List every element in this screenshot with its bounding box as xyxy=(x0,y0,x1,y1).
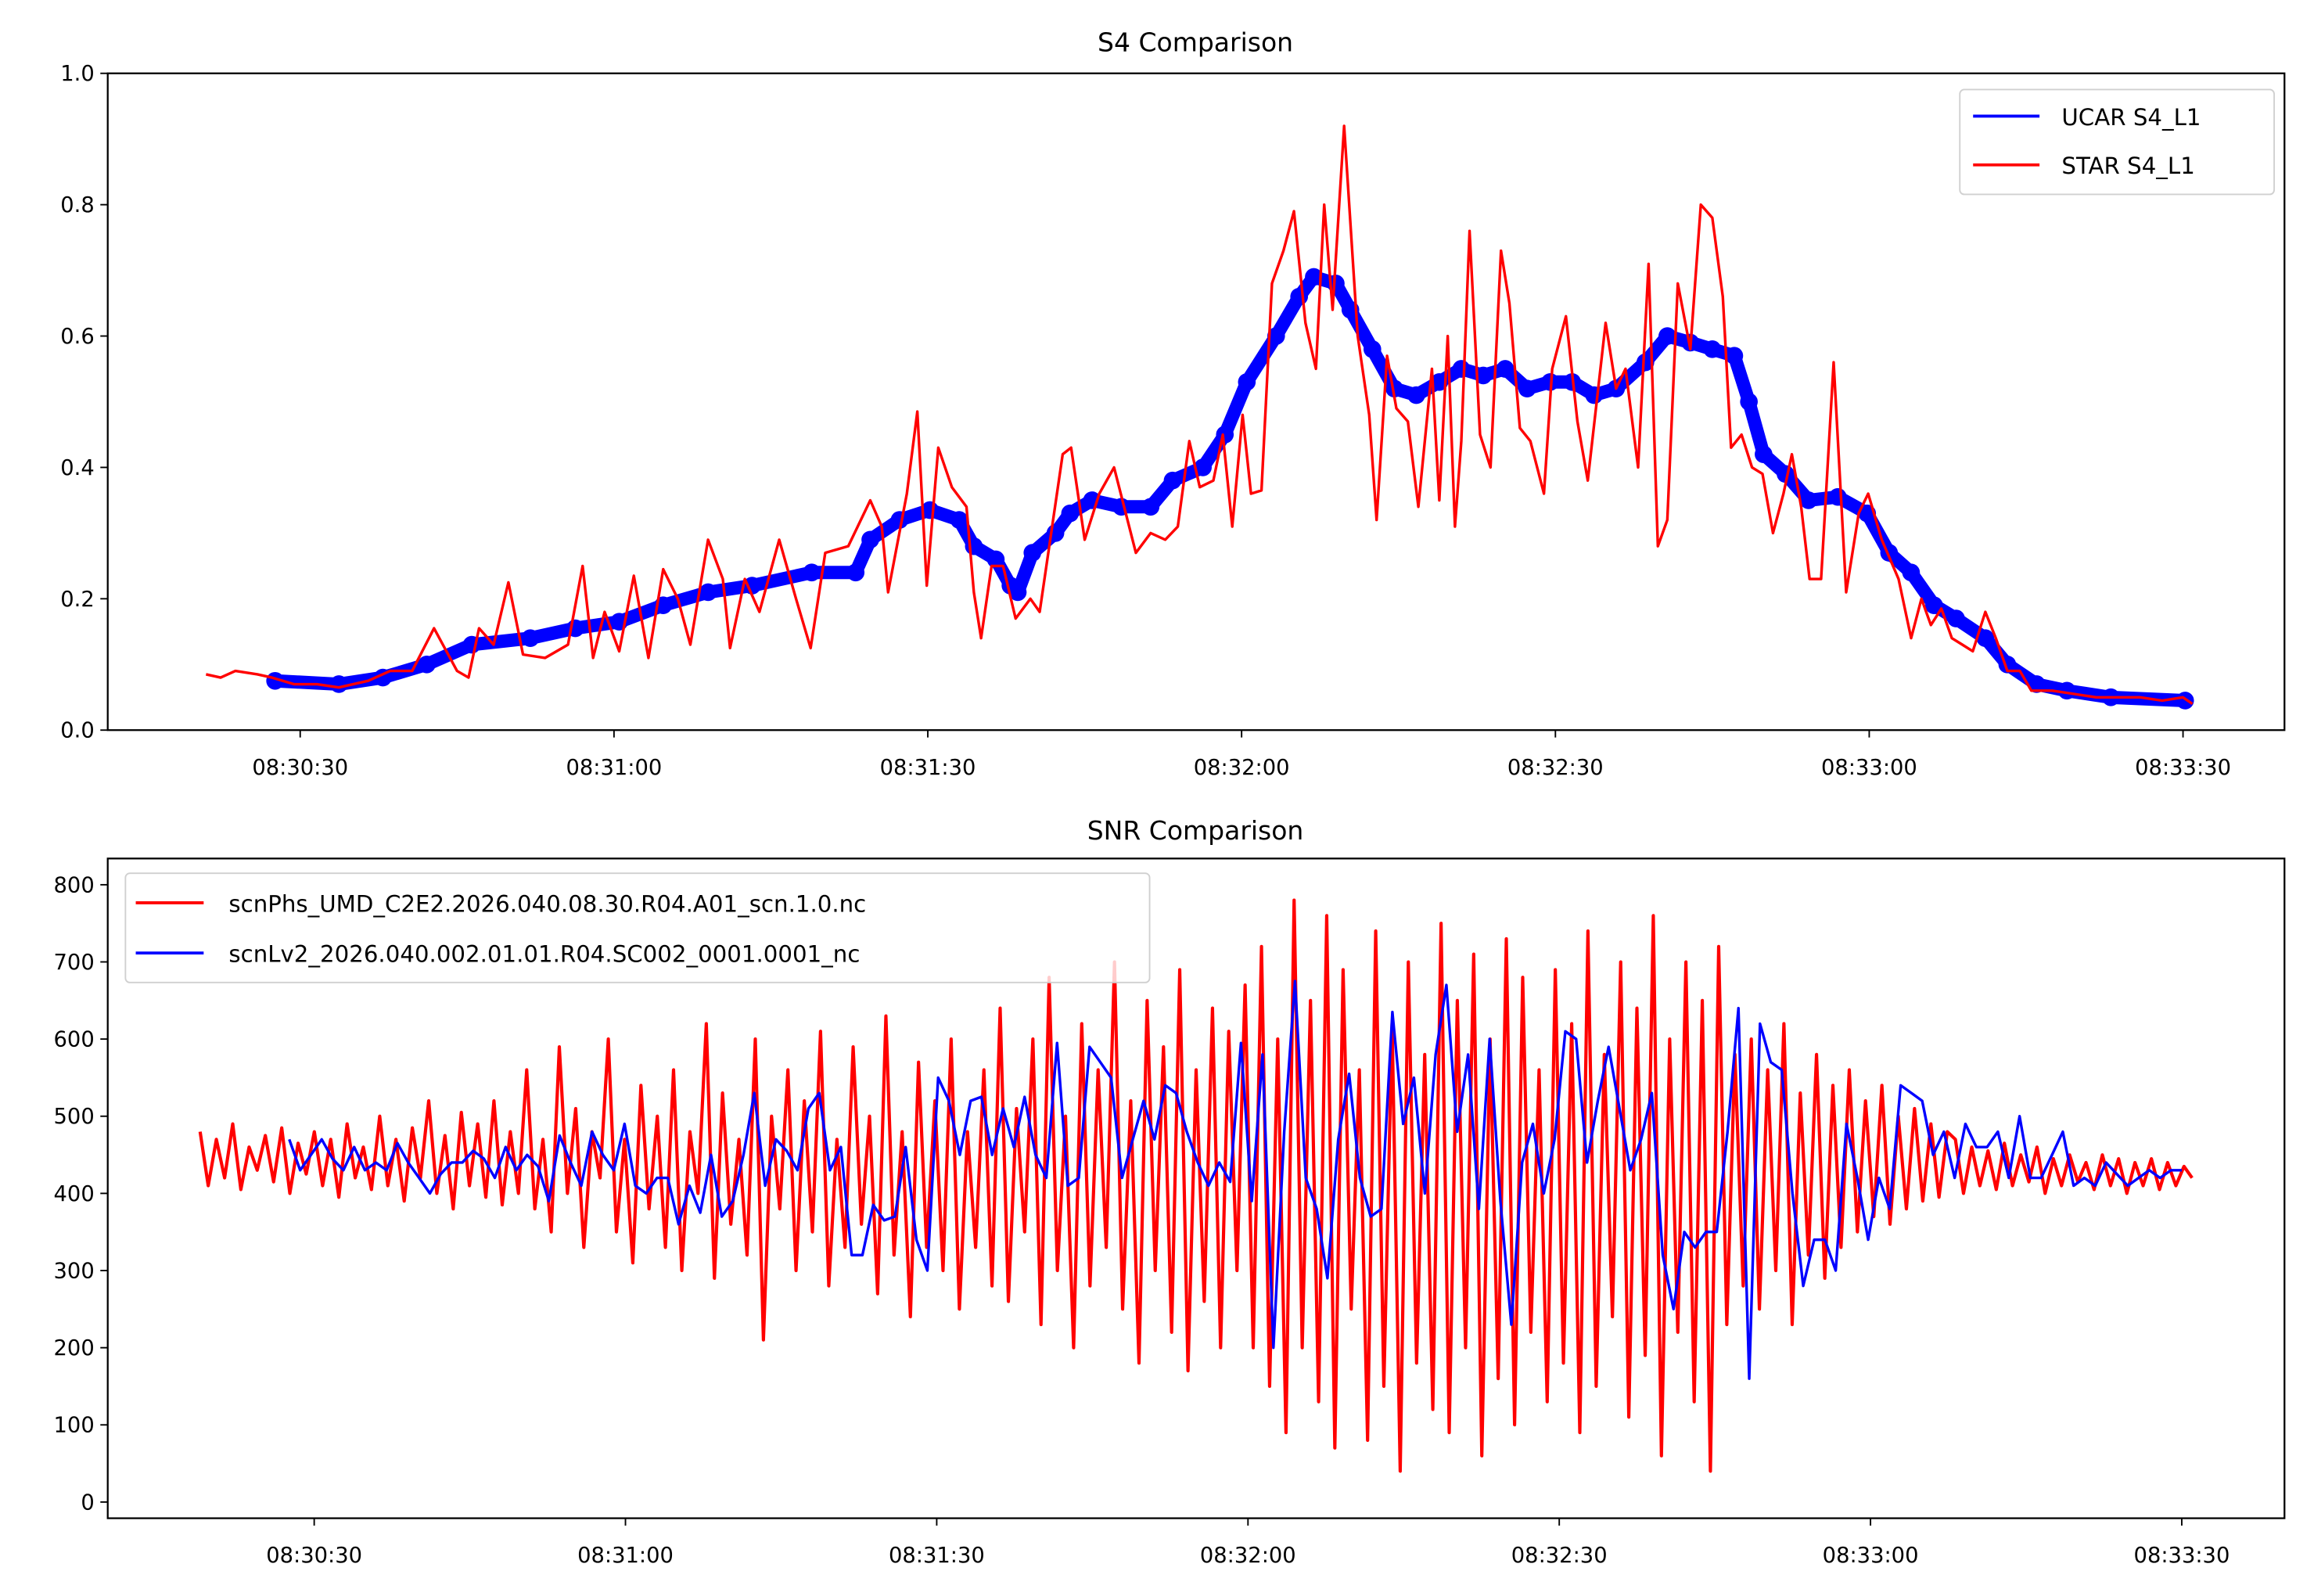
x-tick-label: 08:33:30 xyxy=(2134,1544,2230,1568)
data-point xyxy=(1725,347,1744,365)
data-point xyxy=(1267,327,1285,345)
data-point xyxy=(1740,393,1758,411)
data-point xyxy=(1430,372,1449,391)
data-point xyxy=(1976,629,1995,648)
series-star-s4-l1 xyxy=(205,124,2194,706)
data-point xyxy=(1925,596,1943,615)
data-point xyxy=(1305,268,1323,286)
data-point xyxy=(803,563,821,582)
data-point xyxy=(521,629,540,648)
x-tick-label: 08:33:00 xyxy=(1821,756,1917,780)
legend: UCAR S4_L1 STAR S4_L1 xyxy=(1959,88,2276,196)
series-line xyxy=(205,124,2194,706)
data-point xyxy=(950,511,968,529)
data-point xyxy=(699,583,717,602)
data-point xyxy=(846,563,865,582)
legend-label-ucar: UCAR S4_L1 xyxy=(2061,104,2201,131)
series-line xyxy=(288,980,2182,1380)
data-point xyxy=(1799,491,1818,509)
data-point xyxy=(1163,471,1182,490)
legend-label-scnphs: scnPhs_UMD_C2E2.2026.040.08.30.R04.A01_s… xyxy=(228,890,866,917)
data-point xyxy=(1496,360,1515,378)
y-tick-label: 100 xyxy=(54,1414,95,1438)
x-tick-label: 08:31:00 xyxy=(577,1544,674,1568)
data-point xyxy=(743,577,761,595)
x-tick-label: 08:32:30 xyxy=(1507,756,1604,780)
y-tick-label: 500 xyxy=(54,1105,95,1129)
data-point xyxy=(1452,360,1471,378)
snr-comparison-chart: SNR Comparison 0 100 200 300 400 500 600 700 800… xyxy=(54,815,2286,1568)
y-tick-label: 300 xyxy=(54,1259,95,1283)
data-point xyxy=(861,530,879,549)
y-tick-label: 0.2 xyxy=(60,588,95,612)
data-point xyxy=(1238,372,1256,391)
series-scnlv2-2026-040-002-01-01-r04-sc002-0001-0001-nc xyxy=(288,980,2182,1380)
x-tick-label: 08:30:30 xyxy=(266,1544,362,1568)
series-ucar-s4-l1 xyxy=(266,268,2194,710)
legend-label-star: STAR S4_L1 xyxy=(2061,153,2194,179)
s4-comparison-chart: S4 Comparison 0.0 0.2 0.4 0.6 0.8 1.0 08:30:30… xyxy=(60,27,2286,780)
data-point xyxy=(986,550,1005,569)
x-tick-label: 08:32:30 xyxy=(1511,1544,1608,1568)
data-point xyxy=(2028,675,2046,693)
data-point xyxy=(1703,340,1722,358)
data-point xyxy=(1828,487,1847,506)
y-tick-label: 200 xyxy=(54,1336,95,1361)
data-point xyxy=(1585,386,1604,404)
data-point xyxy=(1407,386,1425,404)
data-point xyxy=(2057,681,2076,700)
chart-title: SNR Comparison xyxy=(1087,815,1304,846)
data-point xyxy=(1061,504,1080,523)
data-point xyxy=(1008,583,1027,602)
y-tick-label: 800 xyxy=(54,873,95,897)
x-tick-label: 08:32:00 xyxy=(1200,1544,1296,1568)
y-tick-label: 700 xyxy=(54,951,95,975)
data-point xyxy=(1363,340,1382,358)
y-tick-label: 0.6 xyxy=(60,325,95,349)
data-point xyxy=(1755,445,1773,463)
data-point xyxy=(1023,544,1042,562)
y-tick-label: 0.4 xyxy=(60,456,95,480)
data-point xyxy=(2176,692,2194,710)
y-tick-label: 0.8 xyxy=(60,193,95,217)
data-point xyxy=(418,655,436,674)
data-point xyxy=(1518,379,1536,398)
data-point xyxy=(1385,379,1403,398)
y-tick-label: 400 xyxy=(54,1182,95,1206)
y-tick-label: 0 xyxy=(81,1490,94,1515)
legend: scnPhs_UMD_C2E2.2026.040.08.30.R04.A01_s… xyxy=(124,872,1151,983)
x-tick-label: 08:32:00 xyxy=(1194,756,1290,780)
y-tick-label: 1.0 xyxy=(60,62,95,86)
x-tick-label: 08:31:30 xyxy=(889,1544,985,1568)
data-point xyxy=(1474,366,1493,385)
data-point xyxy=(1141,498,1160,516)
data-point xyxy=(1290,287,1309,306)
y-tick-label: 600 xyxy=(54,1028,95,1052)
x-tick-label: 08:33:00 xyxy=(1823,1544,1919,1568)
x-tick-label: 08:30:30 xyxy=(252,756,348,780)
axes-frame xyxy=(106,72,2286,732)
x-tick-label: 08:31:00 xyxy=(566,756,662,780)
data-point xyxy=(1636,353,1655,372)
data-point xyxy=(1947,609,1965,627)
y-tick-label: 0.0 xyxy=(60,719,95,743)
data-point xyxy=(1658,327,1676,345)
x-tick-label: 08:33:30 xyxy=(2135,756,2231,780)
data-point xyxy=(1194,458,1213,476)
axes-frame xyxy=(106,857,2286,1519)
chart-title: S4 Comparison xyxy=(1098,27,1293,57)
data-point xyxy=(329,675,348,693)
data-point xyxy=(1902,563,1921,582)
legend-label-scnlv2: scnLv2_2026.040.002.01.01.R04.SC002_0001… xyxy=(228,940,860,967)
data-point xyxy=(965,537,983,555)
data-point xyxy=(1216,426,1234,444)
x-tick-label: 08:31:30 xyxy=(880,756,976,780)
